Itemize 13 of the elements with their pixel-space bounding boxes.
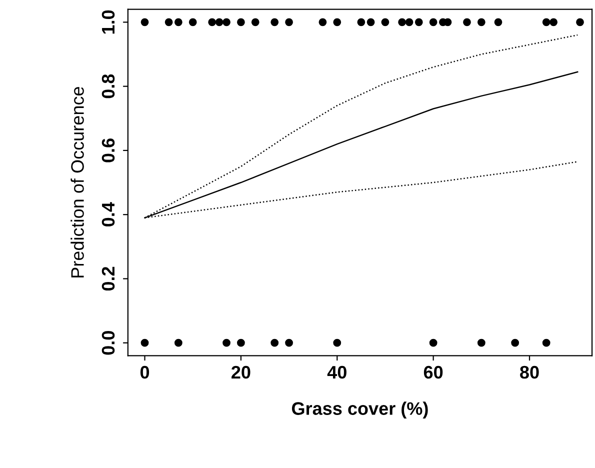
y-tick-label: 0.8 — [102, 74, 115, 98]
y-axis-title: Prediction of Occurence — [70, 86, 84, 278]
x-tick-label: 20 — [232, 366, 250, 379]
x-tick-label: 80 — [520, 366, 539, 379]
y-tick-label: 0.2 — [102, 266, 115, 291]
y-tick-label: 0.4 — [102, 202, 115, 226]
y-tick-label: 0.0 — [102, 331, 115, 355]
x-tick-label: 60 — [424, 366, 443, 379]
y-tick-label: 1.0 — [102, 10, 115, 34]
x-tick-label: 0 — [140, 366, 150, 379]
x-axis-title: Grass cover (%) — [292, 402, 428, 419]
x-tick-label: 40 — [327, 366, 346, 379]
y-tick-label: 0.6 — [102, 138, 115, 162]
